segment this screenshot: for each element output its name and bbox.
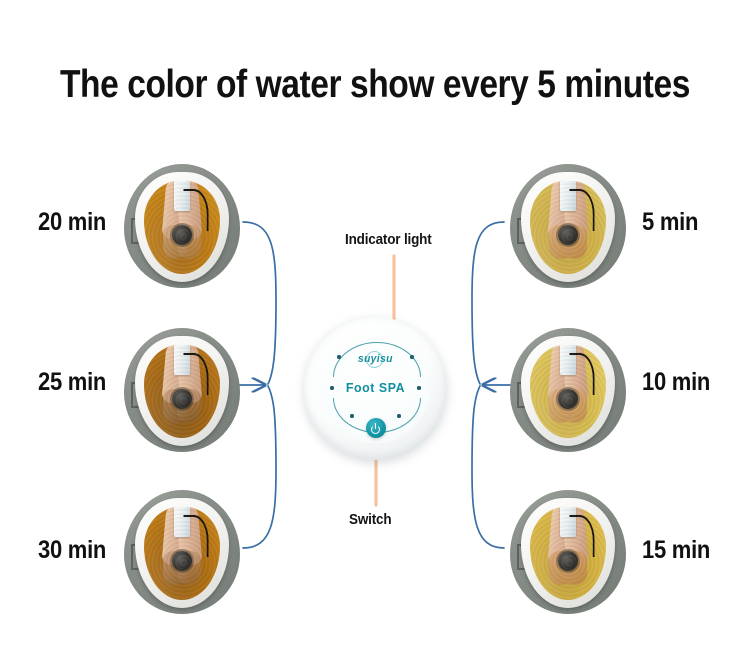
foot-right	[177, 551, 201, 585]
page-title: The color of water show every 5 minutes	[59, 63, 690, 106]
solution-bottle	[174, 345, 190, 375]
device-model-text: Foot SPA	[345, 380, 406, 395]
water-30min	[144, 507, 220, 600]
callout-switch: Switch	[349, 511, 392, 528]
logo-swoosh-icon	[365, 351, 383, 368]
basin-tub	[521, 172, 615, 282]
leg-left	[161, 345, 189, 404]
water-15min	[530, 507, 606, 600]
foot-left	[163, 225, 187, 259]
ionizer-cable	[569, 353, 595, 395]
stage-image-5min	[504, 162, 632, 290]
basin-tub	[135, 336, 229, 446]
ionizer-module	[172, 551, 192, 571]
stage-image-25min	[118, 326, 246, 454]
callout-indicator-light: Indicator light	[345, 231, 432, 248]
leg-left	[547, 507, 575, 566]
water-5min	[530, 181, 606, 274]
leg-right	[175, 181, 203, 240]
stage-image-20min	[118, 162, 246, 290]
indicator-dot	[417, 386, 421, 390]
stage-image-30min	[118, 488, 246, 616]
time-label-25min: 25 min	[38, 368, 107, 396]
stage-image-10min	[504, 326, 632, 454]
ionizer-cable	[183, 515, 209, 557]
leg-right	[561, 181, 589, 240]
basin-tub	[521, 336, 615, 446]
time-label-30min: 30 min	[38, 536, 107, 564]
foot-left	[549, 225, 573, 259]
foot-right	[563, 551, 587, 585]
foot-spa-controller[interactable]: suyisu Foot SPA	[304, 317, 447, 460]
foot-left	[163, 389, 187, 423]
indicator-dot	[330, 386, 334, 390]
indicator-dot	[397, 414, 401, 418]
indicator-dot	[350, 414, 354, 418]
ionizer-module	[558, 551, 578, 571]
foot-left	[163, 551, 187, 585]
solution-bottle	[560, 181, 576, 211]
leg-right	[175, 507, 203, 566]
time-label-20min: 20 min	[38, 208, 107, 236]
foot-left	[549, 551, 573, 585]
power-icon	[371, 423, 380, 434]
ionizer-cable	[569, 515, 595, 557]
leg-right	[561, 345, 589, 404]
ionizer-module	[558, 389, 578, 409]
leg-left	[161, 507, 189, 566]
leg-left	[547, 345, 575, 404]
brand-logo-text: suyisu	[358, 353, 393, 365]
solution-bottle	[560, 507, 576, 537]
stage-image-15min	[504, 488, 632, 616]
water-25min	[144, 345, 220, 438]
foot-right	[177, 389, 201, 423]
solution-bottle	[174, 507, 190, 537]
solution-bottle	[560, 345, 576, 375]
time-label-15min: 15 min	[642, 536, 711, 564]
ionizer-module	[172, 389, 192, 409]
time-label-5min: 5 min	[642, 208, 699, 236]
indicator-dot	[337, 355, 341, 359]
leg-left	[161, 181, 189, 240]
basin-tub	[135, 172, 229, 282]
ionizer-cable	[183, 353, 209, 395]
solution-bottle	[174, 181, 190, 211]
indicator-dot	[410, 355, 414, 359]
foot-left	[549, 389, 573, 423]
basin-tub	[135, 498, 229, 608]
time-label-10min: 10 min	[642, 368, 711, 396]
basin-tub	[521, 498, 615, 608]
water-10min	[530, 345, 606, 438]
leg-right	[175, 345, 203, 404]
foot-right	[177, 225, 201, 259]
ionizer-cable	[569, 189, 595, 231]
ionizer-module	[558, 225, 578, 245]
ionizer-cable	[183, 189, 209, 231]
device-face: suyisu Foot SPA	[321, 334, 430, 443]
foot-right	[563, 389, 587, 423]
power-button[interactable]	[365, 418, 386, 438]
water-20min	[144, 181, 220, 274]
brand-logo: suyisu	[352, 350, 400, 368]
ionizer-module	[172, 225, 192, 245]
leg-left	[547, 181, 575, 240]
leg-right	[561, 507, 589, 566]
foot-right	[563, 225, 587, 259]
